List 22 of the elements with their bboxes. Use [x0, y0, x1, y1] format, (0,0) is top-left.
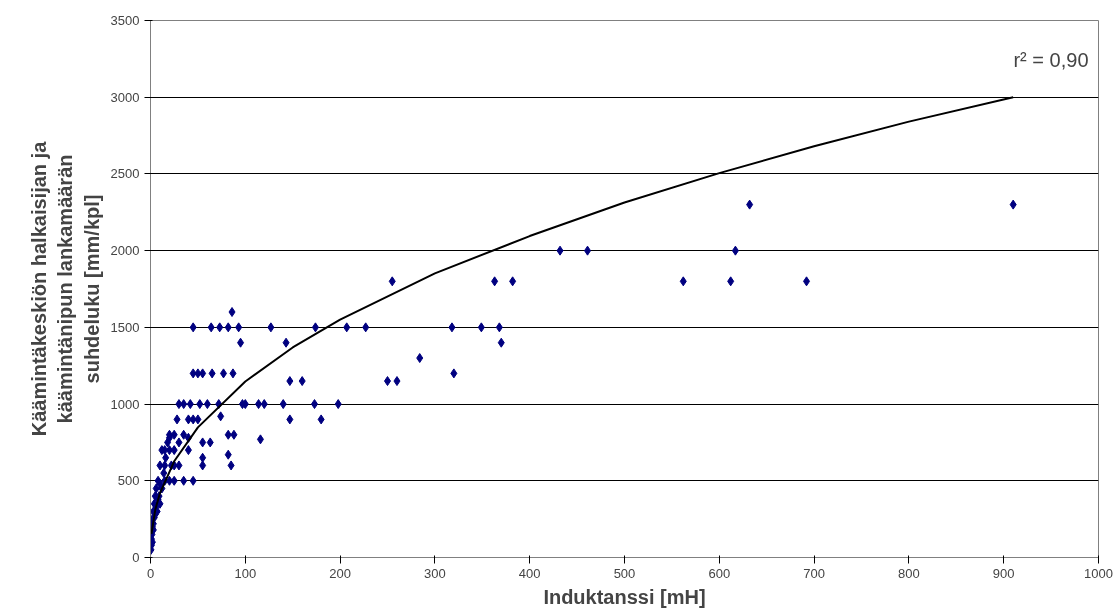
x-tick-label: 300 [424, 565, 446, 581]
x-tick-label: 0 [146, 565, 155, 581]
y-tick-label: 500 [117, 473, 140, 489]
y-tick-label: 2500 [110, 166, 140, 182]
y-tick-label: 0 [132, 550, 140, 565]
y-tick-label: 1500 [110, 319, 140, 335]
x-tick-label: 200 [329, 565, 351, 581]
x-tick-label: 500 [613, 565, 636, 581]
annotation: r² = 0,90 [1013, 48, 1089, 71]
y-tick-label: 1000 [110, 396, 140, 412]
x-tick-label: 1000 [1084, 565, 1113, 581]
x-tick-label: 900 [992, 565, 1015, 581]
x-tick-label: 100 [234, 565, 257, 581]
y-axis-title: Käämintäkeskiön halkaisijan ja käämintänipun lankamäärän suhdeluku [mm/kpl] [27, 140, 103, 437]
x-tick-label: 700 [803, 565, 825, 581]
x-axis-title: Induktanssi [mH] [543, 585, 706, 608]
y-tick-label: 3500 [110, 13, 140, 28]
x-tick-label: 400 [518, 565, 541, 581]
x-tick-label: 600 [708, 565, 731, 581]
x-tick-label: 800 [898, 565, 920, 581]
y-tick-label: 2000 [110, 243, 140, 259]
y-tick-label: 3000 [110, 89, 140, 105]
